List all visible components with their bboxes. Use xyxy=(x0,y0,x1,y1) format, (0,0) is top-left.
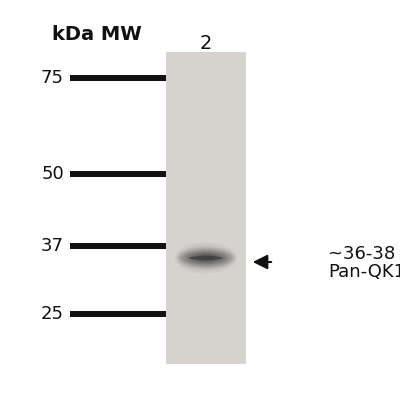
Ellipse shape xyxy=(186,252,226,264)
Ellipse shape xyxy=(183,250,229,266)
Text: 75: 75 xyxy=(41,69,64,87)
Bar xyxy=(70,311,166,317)
Text: Pan-QK1: Pan-QK1 xyxy=(328,263,400,281)
Text: ~36-38 kDa: ~36-38 kDa xyxy=(328,245,400,263)
Text: 50: 50 xyxy=(41,165,64,183)
Ellipse shape xyxy=(195,254,217,262)
Ellipse shape xyxy=(189,256,223,260)
Bar xyxy=(70,76,166,81)
Ellipse shape xyxy=(176,246,236,270)
Text: 25: 25 xyxy=(41,305,64,323)
Ellipse shape xyxy=(178,248,234,268)
Ellipse shape xyxy=(175,243,237,273)
Text: kDa MW: kDa MW xyxy=(52,25,142,44)
Bar xyxy=(166,52,246,364)
Bar xyxy=(70,243,166,248)
Ellipse shape xyxy=(190,253,222,263)
Ellipse shape xyxy=(200,255,212,261)
Text: 37: 37 xyxy=(41,237,64,255)
Ellipse shape xyxy=(180,249,232,267)
Bar xyxy=(70,171,166,177)
Text: 2: 2 xyxy=(200,34,212,53)
